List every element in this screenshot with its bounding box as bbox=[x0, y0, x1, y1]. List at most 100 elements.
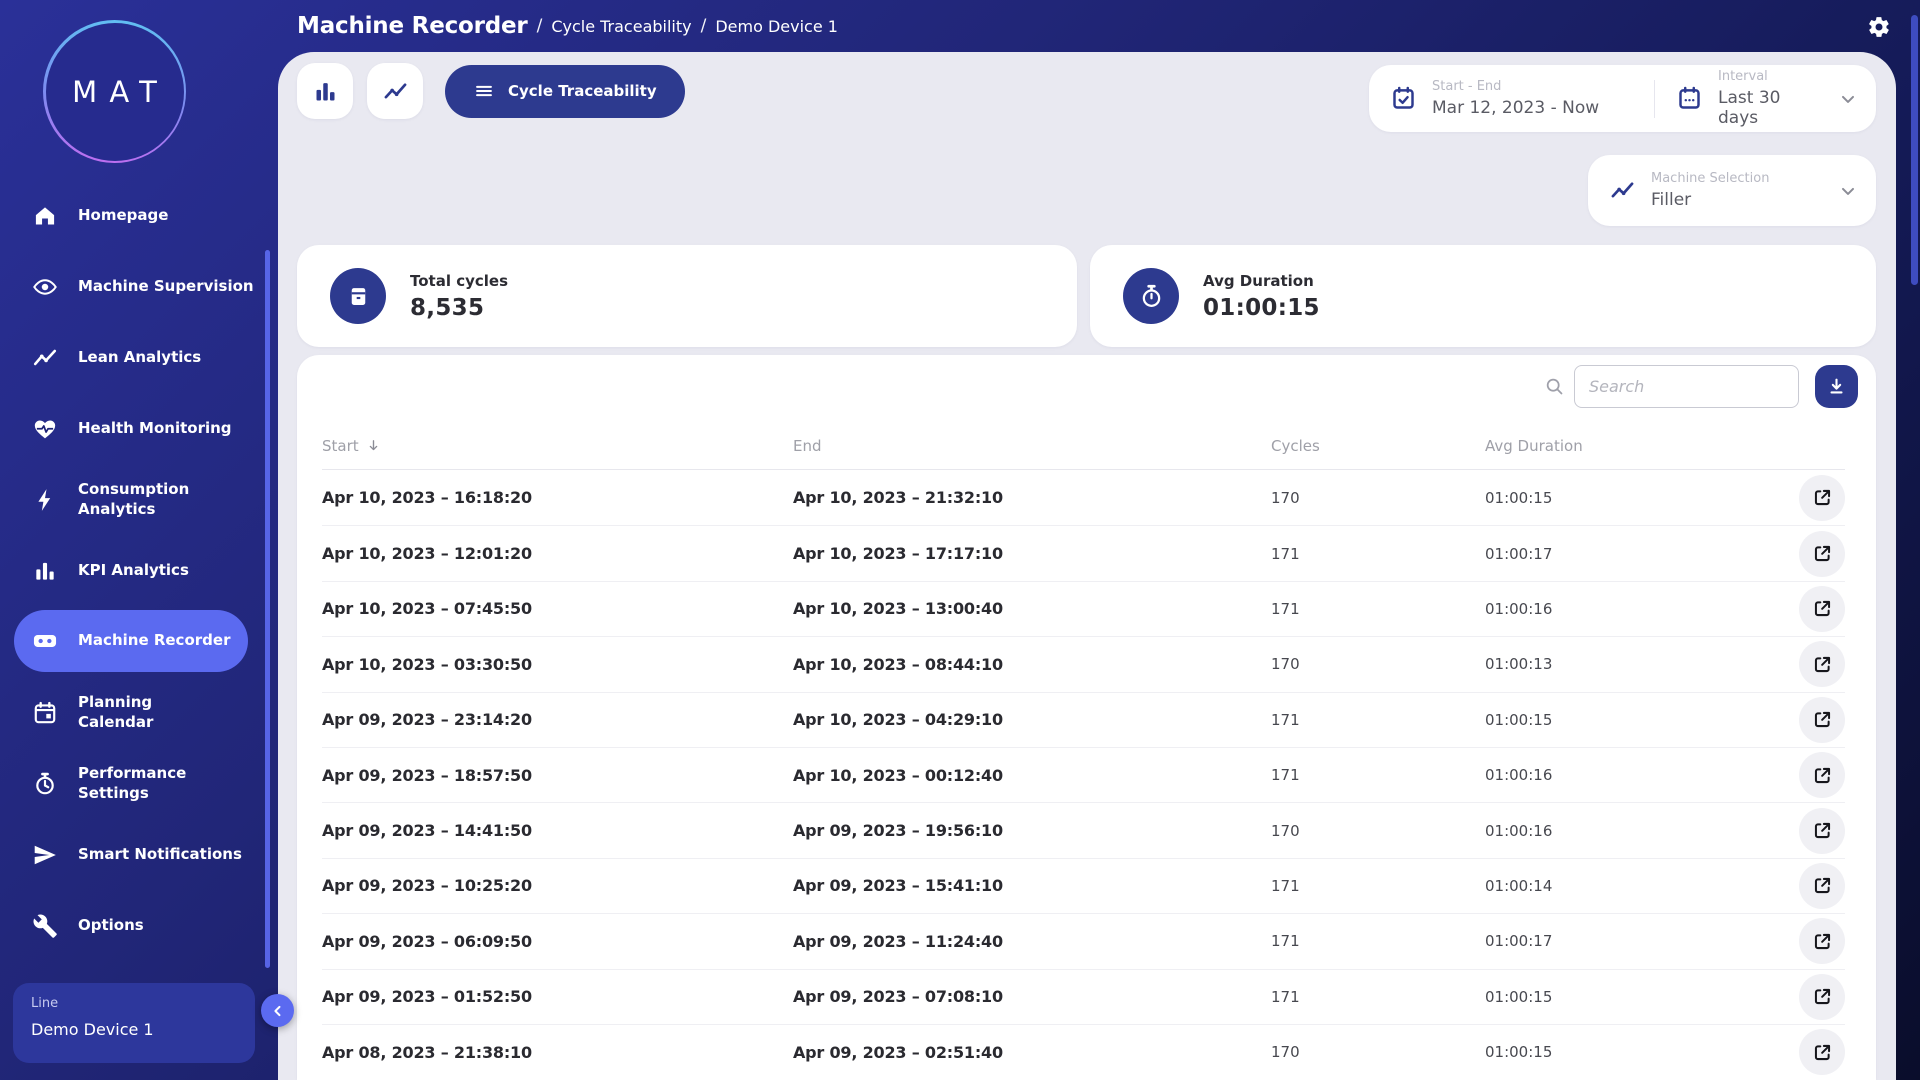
table-row: Apr 09, 2023 – 14:41:50 Apr 09, 2023 – 1… bbox=[322, 802, 1845, 857]
bolt-icon bbox=[32, 487, 58, 513]
column-header-avg-duration[interactable]: Avg Duration bbox=[1485, 437, 1799, 455]
sidebar-item-kpi-analytics[interactable]: KPI Analytics bbox=[0, 535, 278, 606]
cycles-table-card: Start End Cycles Avg Duration Apr 10, 20… bbox=[297, 355, 1876, 1080]
row-cycles: 171 bbox=[1271, 876, 1300, 895]
sidebar-item-label: Smart Notifications bbox=[78, 844, 242, 863]
sidebar: MAT Homepage Machine Supervision Lean An… bbox=[0, 0, 278, 1080]
open-row-button[interactable] bbox=[1799, 752, 1845, 799]
avg-duration-value: 01:00:15 bbox=[1203, 294, 1320, 321]
interval-value: Last 30 days bbox=[1718, 88, 1781, 128]
eye-icon bbox=[32, 274, 58, 300]
row-end: Apr 10, 2023 – 21:32:10 bbox=[793, 488, 1003, 508]
breadcrumb-demo-device[interactable]: Demo Device 1 bbox=[715, 16, 838, 36]
breadcrumb-cycle-traceability[interactable]: Cycle Traceability bbox=[551, 16, 692, 36]
sidebar-item-label: Lean Analytics bbox=[78, 347, 202, 366]
cycle-traceability-label: Cycle Traceability bbox=[508, 82, 657, 100]
column-header-cycles[interactable]: Cycles bbox=[1271, 437, 1485, 455]
cycle-traceability-button[interactable]: Cycle Traceability bbox=[445, 64, 685, 118]
row-end: Apr 10, 2023 – 08:44:10 bbox=[793, 654, 1003, 674]
device-value: Demo Device 1 bbox=[31, 1020, 154, 1039]
open-row-button[interactable] bbox=[1799, 807, 1845, 854]
sidebar-item-label: Machine Supervision bbox=[78, 276, 254, 295]
machine-selection-dropdown[interactable]: Machine Selection Filler bbox=[1588, 155, 1876, 226]
logo: MAT bbox=[43, 20, 186, 163]
column-header-end[interactable]: End bbox=[793, 437, 1271, 455]
row-start: Apr 09, 2023 – 10:25:20 bbox=[322, 876, 532, 896]
row-duration: 01:00:16 bbox=[1485, 766, 1553, 785]
sidebar-item-machine-supervision[interactable]: Machine Supervision bbox=[0, 251, 278, 322]
row-duration: 01:00:15 bbox=[1485, 1043, 1553, 1062]
row-cycles: 171 bbox=[1271, 932, 1300, 951]
sidebar-item-lean-analytics[interactable]: Lean Analytics bbox=[0, 322, 278, 393]
sidebar-item-options[interactable]: Options bbox=[0, 890, 278, 961]
row-cycles: 170 bbox=[1271, 821, 1300, 840]
open-row-button[interactable] bbox=[1799, 862, 1845, 909]
logo-text: MAT bbox=[72, 74, 170, 109]
chevron-left-icon bbox=[269, 1002, 287, 1020]
sidebar-item-machine-recorder[interactable]: Machine Recorder bbox=[14, 610, 248, 672]
main-panel: Cycle Traceability Start - End Mar 12, 2… bbox=[278, 52, 1896, 1080]
row-cycles: 171 bbox=[1271, 766, 1300, 785]
page-header: Machine Recorder / Cycle Traceability / … bbox=[297, 0, 838, 52]
open-row-button[interactable] bbox=[1799, 918, 1845, 965]
page-title: Machine Recorder bbox=[297, 13, 528, 39]
row-start: Apr 10, 2023 – 07:45:50 bbox=[322, 599, 532, 619]
row-start: Apr 09, 2023 – 06:09:50 bbox=[322, 931, 532, 951]
row-end: Apr 09, 2023 – 07:08:10 bbox=[793, 987, 1003, 1007]
sidebar-item-label: Consumption Analytics bbox=[78, 480, 190, 518]
device-card[interactable]: Line Demo Device 1 bbox=[13, 983, 255, 1063]
bar-chart-icon bbox=[312, 78, 339, 105]
open-row-button[interactable] bbox=[1799, 1029, 1845, 1076]
row-duration: 01:00:15 bbox=[1485, 987, 1553, 1006]
sort-descending-icon bbox=[366, 438, 381, 453]
sidebar-collapse-button[interactable] bbox=[261, 994, 294, 1027]
avg-duration-card: Avg Duration 01:00:15 bbox=[1090, 245, 1876, 347]
sidebar-item-planning-calendar[interactable]: Planning Calendar bbox=[0, 677, 278, 748]
calendar-check-icon bbox=[1390, 85, 1417, 112]
table-controls bbox=[1544, 365, 1858, 408]
row-start: Apr 09, 2023 – 18:57:50 bbox=[322, 765, 532, 785]
hamburger-icon bbox=[473, 80, 495, 102]
start-end-picker[interactable]: Start - End Mar 12, 2023 - Now bbox=[1369, 79, 1654, 118]
open-row-button[interactable] bbox=[1799, 474, 1845, 521]
open-in-new-icon bbox=[1812, 820, 1833, 841]
search-input[interactable] bbox=[1574, 365, 1799, 408]
bar-chart-view-button[interactable] bbox=[297, 63, 353, 119]
machine-selection-label: Machine Selection bbox=[1651, 171, 1770, 186]
sidebar-item-label: Planning Calendar bbox=[78, 693, 154, 731]
row-start: Apr 10, 2023 – 16:18:20 bbox=[322, 488, 532, 508]
open-row-button[interactable] bbox=[1799, 641, 1845, 688]
row-end: Apr 09, 2023 – 15:41:10 bbox=[793, 876, 1003, 896]
table-row: Apr 10, 2023 – 12:01:20 Apr 10, 2023 – 1… bbox=[322, 525, 1845, 580]
row-duration: 01:00:15 bbox=[1485, 710, 1553, 729]
row-end: Apr 10, 2023 – 13:00:40 bbox=[793, 599, 1003, 619]
row-duration: 01:00:17 bbox=[1485, 544, 1553, 563]
sidebar-item-health-monitoring[interactable]: Health Monitoring bbox=[0, 393, 278, 464]
total-cycles-label: Total cycles bbox=[410, 271, 509, 290]
breadcrumb-separator: / bbox=[536, 16, 543, 36]
page-scrollbar[interactable] bbox=[1911, 15, 1918, 285]
summary-cards: Total cycles 8,535 Avg Duration 01:00:15 bbox=[297, 245, 1876, 347]
total-cycles-value: 8,535 bbox=[410, 294, 485, 321]
table-row: Apr 10, 2023 – 03:30:50 Apr 10, 2023 – 0… bbox=[322, 636, 1845, 691]
open-row-button[interactable] bbox=[1799, 696, 1845, 743]
row-duration: 01:00:14 bbox=[1485, 876, 1553, 895]
sidebar-scrollbar[interactable] bbox=[265, 250, 270, 968]
open-row-button[interactable] bbox=[1799, 585, 1845, 632]
row-cycles: 171 bbox=[1271, 710, 1300, 729]
table-row: Apr 09, 2023 – 23:14:20 Apr 10, 2023 – 0… bbox=[322, 691, 1845, 747]
open-row-button[interactable] bbox=[1799, 530, 1845, 577]
download-button[interactable] bbox=[1815, 365, 1858, 408]
row-end: Apr 09, 2023 – 19:56:10 bbox=[793, 821, 1003, 841]
interval-dropdown[interactable]: Interval Last 30 days bbox=[1655, 69, 1876, 128]
sidebar-item-consumption-analytics[interactable]: Consumption Analytics bbox=[0, 464, 278, 535]
line-chart-view-button[interactable] bbox=[367, 63, 423, 119]
settings-gear-icon[interactable] bbox=[1867, 15, 1891, 39]
open-row-button[interactable] bbox=[1799, 973, 1845, 1020]
open-in-new-icon bbox=[1812, 765, 1833, 786]
sidebar-item-performance-settings[interactable]: Performance Settings bbox=[0, 748, 278, 819]
column-header-start[interactable]: Start bbox=[322, 437, 793, 455]
timer-icon bbox=[32, 771, 58, 797]
sidebar-item-homepage[interactable]: Homepage bbox=[0, 180, 278, 251]
sidebar-item-smart-notifications[interactable]: Smart Notifications bbox=[0, 819, 278, 890]
